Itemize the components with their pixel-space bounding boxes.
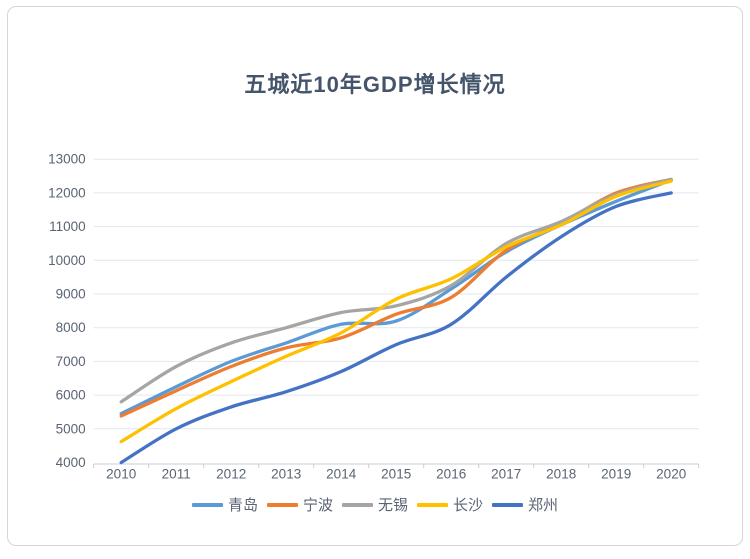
legend-item-qingdao: 青岛 bbox=[191, 494, 258, 515]
y-axis-label: 11000 bbox=[49, 219, 86, 234]
y-axis-label: 12000 bbox=[48, 185, 86, 200]
x-axis-label: 2015 bbox=[381, 467, 411, 482]
legend-label: 郑州 bbox=[528, 497, 559, 514]
y-axis-label: 10000 bbox=[48, 253, 86, 268]
legend-label: 长沙 bbox=[453, 497, 484, 514]
legend-item-zhengzhou: 郑州 bbox=[492, 494, 558, 515]
legend-label: 无锡 bbox=[377, 497, 408, 514]
x-axis-label: 2012 bbox=[216, 467, 246, 482]
x-axis-label: 2014 bbox=[326, 467, 357, 482]
legend-swatch-zhengzhou bbox=[492, 502, 524, 507]
y-axis-label: 13000 bbox=[48, 152, 86, 167]
chart-legend: 青岛 宁波 无锡 长沙 郑州 bbox=[8, 494, 742, 515]
chart-title: 五城近10年GDP增长情况 bbox=[244, 72, 506, 97]
legend-swatch-qingdao bbox=[191, 502, 223, 507]
x-axis-label: 2019 bbox=[601, 467, 631, 482]
legend-item-ningbo: 宁波 bbox=[266, 494, 333, 515]
y-axis-label: 7000 bbox=[56, 354, 86, 369]
x-axis-label: 2017 bbox=[491, 467, 521, 482]
chart-card: 五城近10年GDP增长情况 4000 5000 6000 7000 8000 9000 10… bbox=[7, 6, 743, 546]
x-axis-label: 2018 bbox=[546, 467, 576, 482]
legend-label: 宁波 bbox=[302, 497, 333, 514]
x-axis-label: 2010 bbox=[106, 467, 136, 482]
y-axis-label: 6000 bbox=[56, 388, 86, 403]
legend-item-wuxi: 无锡 bbox=[341, 494, 408, 515]
y-axis-label: 4000 bbox=[56, 455, 86, 470]
y-axis-label: 5000 bbox=[56, 421, 86, 436]
y-axis-label: 9000 bbox=[56, 287, 86, 302]
legend-swatch-ningbo bbox=[266, 502, 298, 507]
legend-label: 青岛 bbox=[227, 497, 258, 514]
line-chart: 4000 5000 6000 7000 8000 9000 10000 11000 12000 1… bbox=[48, 152, 700, 482]
legend-swatch-changsha bbox=[417, 502, 448, 507]
x-axis-label: 2020 bbox=[656, 467, 686, 482]
y-axis-label: 8000 bbox=[56, 320, 86, 335]
series-line-zhengzhou bbox=[119, 191, 673, 465]
x-axis-label: 2013 bbox=[271, 467, 301, 482]
legend-swatch-wuxi bbox=[341, 502, 373, 507]
x-axis-label: 2011 bbox=[162, 467, 191, 482]
series-line-changsha bbox=[119, 179, 673, 444]
legend-item-changsha: 长沙 bbox=[417, 494, 483, 515]
x-axis-label: 2016 bbox=[436, 467, 466, 482]
series-line-wuxi bbox=[119, 177, 673, 404]
